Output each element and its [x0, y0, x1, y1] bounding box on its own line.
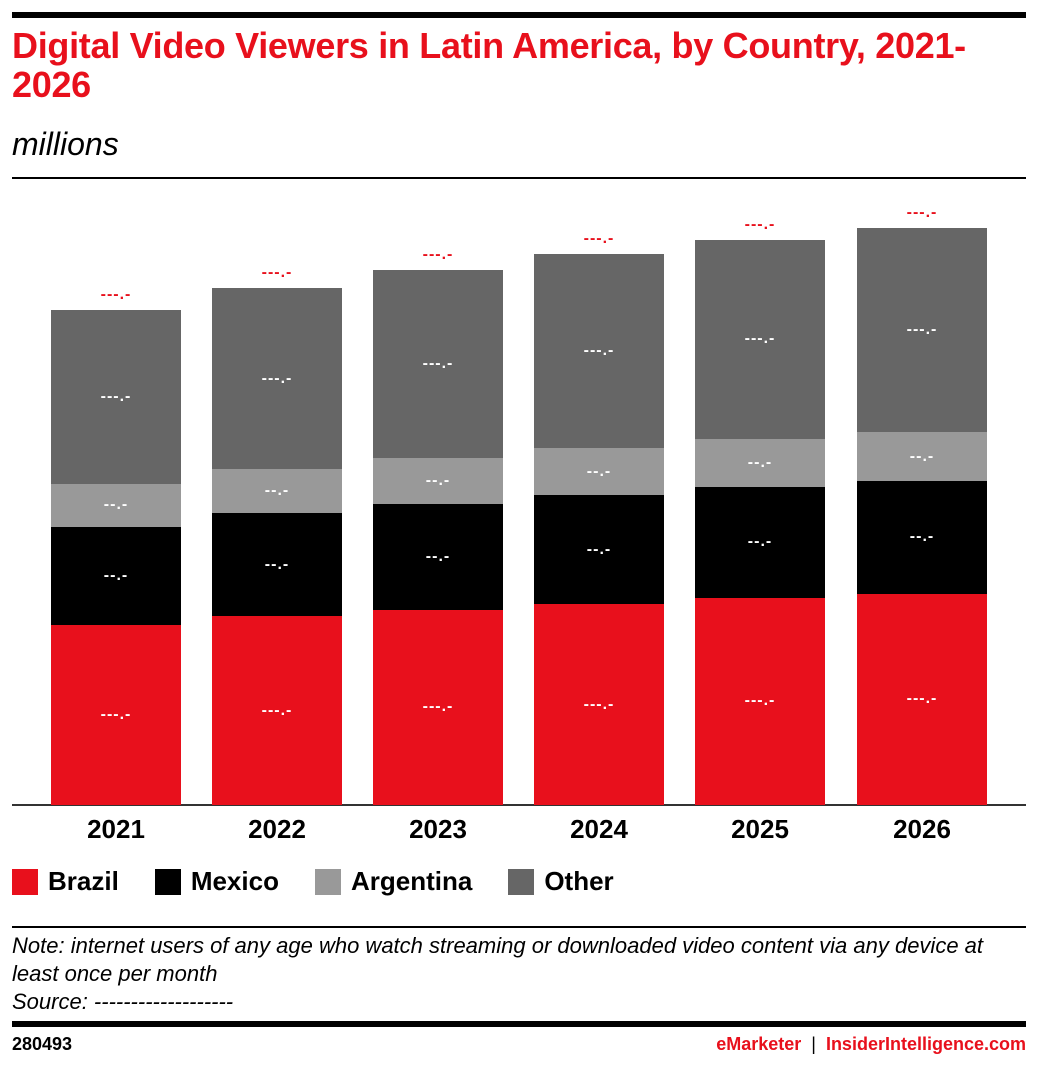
plot-area: ---.- --.- --.- ---.- ---.- ---.- --.- --.- ---.… [12, 180, 1026, 806]
bar-segment-argentina: --.- [212, 468, 342, 513]
segment-value-label: --.- [909, 447, 935, 465]
chart-subtitle: millions [12, 126, 119, 162]
segment-value-label: ---.- [906, 690, 938, 708]
brand-insiderintelligence-link[interactable]: InsiderIntelligence.com [825, 1034, 1026, 1054]
x-tick-label: 2023 [409, 814, 467, 844]
bar-segment-mexico: --.- [373, 503, 503, 610]
total-value-label: ---.- [100, 285, 132, 303]
segment-value-label: ---.- [261, 701, 293, 719]
bar-segment-argentina: --.- [373, 457, 503, 504]
legend-swatch [314, 868, 341, 895]
legend: Brazil Mexico Argentina Other [12, 866, 650, 897]
bar-2021: ---.- --.- --.- ---.- [51, 309, 181, 805]
brand-emarketer: eMarketer [716, 1034, 802, 1054]
x-tick-label: 2022 [248, 814, 306, 844]
segment-value-label: ---.- [583, 695, 615, 713]
bar-segment-argentina: --.- [857, 432, 987, 481]
x-tick-label: 2021 [87, 814, 145, 844]
segment-value-label: ---.- [744, 692, 776, 710]
segment-value-label: --.- [747, 453, 773, 471]
total-value-label: ---.- [906, 204, 938, 221]
x-tick-label: 2026 [893, 814, 951, 844]
legend-item-mexico: Mexico [154, 866, 279, 897]
total-value-label: ---.- [744, 215, 776, 233]
legend-item-brazil: Brazil [12, 866, 119, 897]
bar-2024: ---.- --.- --.- ---.- [534, 253, 664, 805]
note-divider [12, 926, 1026, 928]
segment-value-label: --.- [586, 540, 612, 558]
segment-value-label: --.- [586, 462, 612, 480]
segment-value-label: ---.- [422, 354, 454, 372]
chart-id: 280493 [12, 1034, 73, 1054]
segment-value-label: --.- [425, 547, 451, 565]
segment-value-label: --.- [425, 471, 451, 489]
legend-label: Mexico [190, 866, 279, 896]
segment-value-label: --.- [264, 555, 290, 573]
bar-2026: ---.- --.- --.- ---.- [857, 228, 987, 805]
segment-value-label: ---.- [422, 698, 454, 716]
bar-segment-mexico: --.- [695, 486, 825, 598]
bar-segment-brazil: ---.- [695, 597, 825, 805]
x-tick-label: 2025 [731, 814, 789, 844]
bar-2022: ---.- --.- --.- ---.- [212, 288, 342, 805]
segment-value-label: ---.- [583, 342, 615, 359]
note-text: Note: internet users of any age who watc… [12, 933, 984, 986]
segment-value-label: --.- [103, 566, 129, 584]
segment-value-label: ---.- [261, 369, 293, 387]
segment-value-label: --.- [909, 528, 935, 546]
bar-2025: ---.- --.- --.- ---.- [695, 239, 825, 805]
brand-separator: | [811, 1034, 816, 1054]
segment-value-label: ---.- [744, 330, 776, 348]
bar-segment-other: ---.- [373, 269, 503, 458]
bar-segment-brazil: ---.- [373, 609, 503, 805]
segment-value-label: --.- [747, 533, 773, 551]
bar-segment-brazil: ---.- [534, 604, 664, 805]
bar-segment-mexico: --.- [534, 495, 664, 605]
legend-label: Argentina [350, 866, 473, 896]
source-text: Source: ------------------- [12, 989, 234, 1014]
legend-swatch [12, 868, 38, 895]
total-value-label: ---.- [261, 264, 293, 282]
segment-value-label: ---.- [906, 321, 938, 339]
brand: eMarketer | InsiderIntelligence.com [716, 1034, 1026, 1055]
bar-segment-other: ---.- [695, 239, 825, 439]
total-value-label: ---.- [422, 245, 454, 263]
total-value-label: ---.- [583, 229, 615, 247]
bar-2023: ---.- --.- --.- ---.- [373, 269, 503, 805]
bar-segment-mexico: --.- [857, 481, 987, 594]
bar-segment-mexico: --.- [212, 512, 342, 617]
bar-segment-brazil: ---.- [857, 593, 987, 805]
x-axis-line [12, 804, 1026, 806]
bar-segment-argentina: --.- [695, 438, 825, 487]
footnote: Note: internet users of any age who watc… [12, 932, 1022, 1016]
legend-swatch [154, 868, 181, 895]
title-divider [12, 177, 1026, 179]
bar-segment-argentina: --.- [51, 483, 181, 527]
segment-value-label: --.- [103, 496, 129, 514]
bottom-rule [12, 1021, 1026, 1027]
legend-item-other: Other [508, 866, 614, 897]
bar-segment-other: ---.- [534, 253, 664, 449]
x-tick-label: 2024 [570, 814, 628, 844]
chart-title: Digital Video Viewers in Latin America, … [12, 25, 966, 105]
top-rule [12, 12, 1026, 18]
bar-segment-brazil: ---.- [212, 616, 342, 805]
bar-segment-other: ---.- [212, 288, 342, 469]
bar-segment-other: ---.- [51, 309, 181, 484]
bar-segment-brazil: ---.- [51, 625, 181, 805]
bar-segment-argentina: --.- [534, 448, 664, 496]
bar-segment-other: ---.- [857, 228, 987, 433]
segment-value-label: --.- [264, 481, 290, 499]
segment-value-label: ---.- [100, 387, 132, 405]
bar-segment-mexico: --.- [51, 526, 181, 625]
legend-swatch [508, 868, 535, 895]
legend-item-argentina: Argentina [314, 866, 473, 897]
segment-value-label: ---.- [100, 706, 132, 723]
legend-label: Other [544, 866, 614, 896]
legend-label: Brazil [48, 866, 119, 896]
